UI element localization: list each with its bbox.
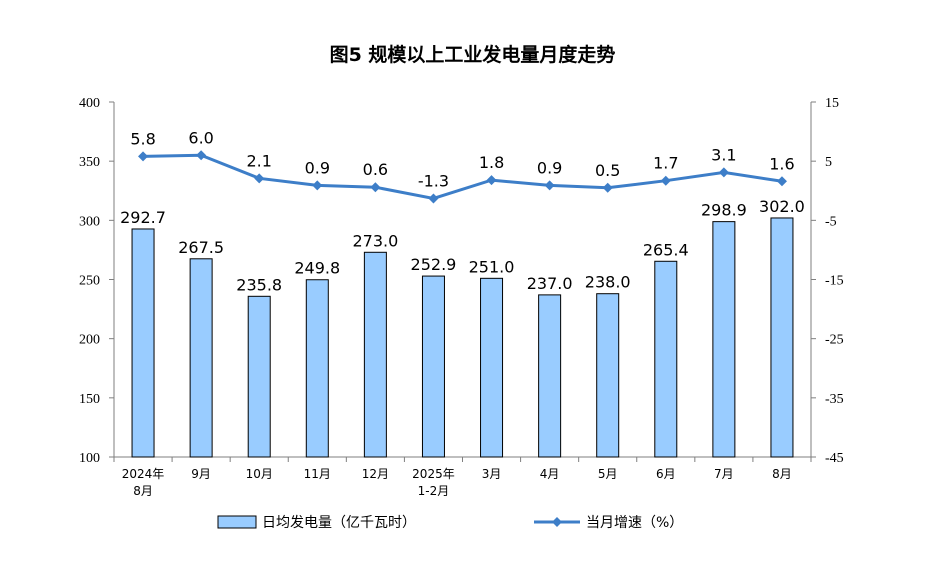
bar-value-label: 302.0 <box>759 197 805 216</box>
category-label: 12月 <box>362 467 389 481</box>
growth-point <box>312 180 323 191</box>
right-tick-label: -25 <box>825 333 844 348</box>
growth-value-label: 0.9 <box>305 158 330 177</box>
bar <box>538 294 562 458</box>
bar-value-label: 237.0 <box>527 274 573 293</box>
category-label: 7月 <box>714 467 734 481</box>
left-tick-label: 200 <box>79 333 100 348</box>
category-label: 10月 <box>246 467 273 481</box>
bar-value-label: 251.0 <box>469 257 515 276</box>
category-label: 6月 <box>656 467 676 481</box>
bar <box>770 217 794 458</box>
bar <box>654 260 678 458</box>
growth-point <box>718 167 729 178</box>
growth-point <box>544 180 555 191</box>
growth-value-label: 6.0 <box>188 128 213 147</box>
left-tick-label: 350 <box>79 155 100 170</box>
left-tick-label: 300 <box>79 214 100 229</box>
bar-value-label: 235.8 <box>236 275 282 294</box>
legend-line-label: 当月增速（%） <box>586 515 683 531</box>
growth-point <box>138 151 149 162</box>
bar <box>363 251 387 458</box>
growth-value-label: 0.5 <box>595 161 620 180</box>
right-tick-label: 15 <box>825 96 839 111</box>
bar <box>305 279 329 458</box>
category-label: 5月 <box>598 467 618 481</box>
bar-value-label: 273.0 <box>352 231 398 250</box>
left-tick-label: 100 <box>79 451 100 466</box>
category-label: 8月 <box>133 484 153 498</box>
chart-title: 图5 规模以上工业发电量月度走势 <box>329 44 616 66</box>
growth-value-label: 3.1 <box>711 145 736 164</box>
category-label: 1-2月 <box>418 484 450 498</box>
growth-point <box>660 175 671 186</box>
growth-line <box>143 153 783 200</box>
growth-value-label: 2.1 <box>246 151 271 170</box>
bar-value-label: 238.0 <box>585 273 631 292</box>
bar <box>189 258 213 458</box>
bar <box>596 293 620 458</box>
legend-bar-label: 日均发电量（亿千瓦时） <box>262 515 416 531</box>
bar-value-label: 265.4 <box>643 240 689 259</box>
growth-point <box>776 176 787 187</box>
bar-value-label: 298.9 <box>701 201 747 220</box>
legend-bar-swatch <box>217 515 257 529</box>
left-tick-label: 400 <box>79 96 100 111</box>
growth-value-label: 0.6 <box>363 160 388 179</box>
category-label: 4月 <box>540 467 560 481</box>
bar-value-label: 267.5 <box>178 238 224 257</box>
right-tick-label: -45 <box>825 451 844 466</box>
category-label: 2024年 <box>122 467 165 481</box>
category-label: 9月 <box>191 467 211 481</box>
growth-point <box>602 182 613 193</box>
category-label: 8月 <box>772 467 792 481</box>
bar <box>247 295 271 458</box>
growth-point <box>428 193 439 204</box>
growth-value-label: 1.8 <box>479 153 504 172</box>
growth-value-label: -1.3 <box>418 171 449 190</box>
bar-value-label: 249.8 <box>294 259 340 278</box>
bar-value-label: 252.9 <box>411 255 457 274</box>
right-tick-label: -5 <box>825 214 837 229</box>
growth-value-label: 0.9 <box>537 158 562 177</box>
category-label: 3月 <box>482 467 502 481</box>
left-tick-label: 250 <box>79 274 100 289</box>
legend-line-marker <box>552 517 562 527</box>
growth-point <box>370 182 381 193</box>
growth-point <box>254 173 265 184</box>
category-label: 11月 <box>304 467 331 481</box>
growth-point <box>486 175 497 186</box>
growth-value-label: 1.6 <box>769 154 794 173</box>
bar <box>131 228 155 458</box>
bar <box>421 275 445 458</box>
growth-value-label: 5.8 <box>130 129 155 148</box>
right-tick-label: -15 <box>825 274 844 289</box>
growth-value-label: 1.7 <box>653 154 678 173</box>
left-tick-label: 150 <box>79 392 100 407</box>
right-tick-label: -35 <box>825 392 844 407</box>
category-label: 2025年 <box>412 467 455 481</box>
right-tick-label: 5 <box>825 155 832 170</box>
bar-value-label: 292.7 <box>120 208 166 227</box>
bar <box>480 277 504 458</box>
bar <box>712 221 736 458</box>
growth-point <box>196 150 207 161</box>
